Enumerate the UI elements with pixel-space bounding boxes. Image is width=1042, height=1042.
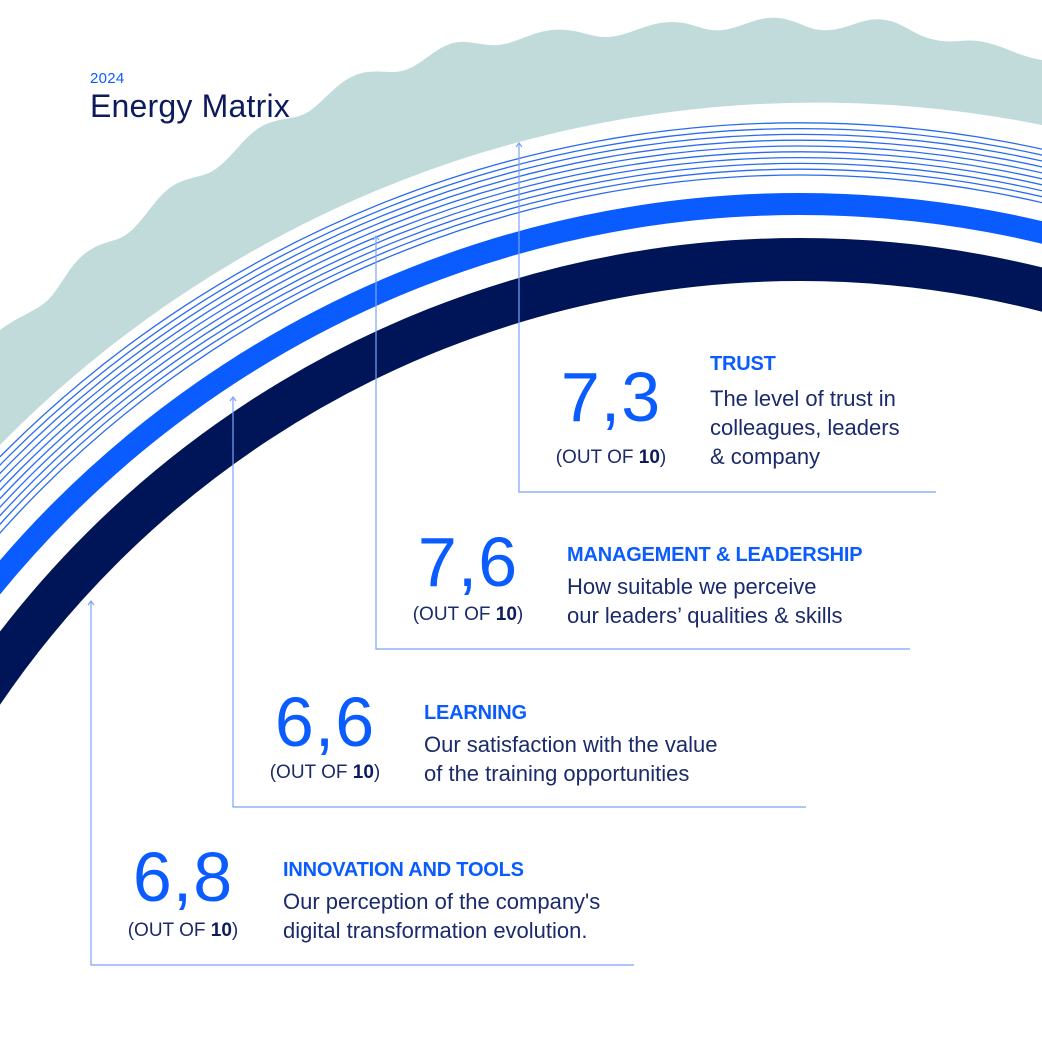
teal-wave-band — [0, 17, 1042, 445]
metric-description: Our perception of the company's digital … — [283, 889, 601, 943]
metric-description: How suitable we perceive our leaders’ qu… — [567, 574, 843, 628]
arrow-up-icon — [372, 235, 380, 241]
connector-learning — [232, 398, 806, 808]
thin-arc-lines — [0, 122, 1042, 535]
metric-out-of: (OUT OF 10) — [269, 762, 381, 783]
arrow-up-icon — [515, 142, 523, 148]
header: 2024 Energy Matrix — [90, 70, 290, 124]
metric-score: 7,3 — [560, 358, 662, 436]
arrow-up-icon — [87, 600, 95, 606]
metric-score: 6,6 — [274, 683, 376, 761]
arrowheads — [87, 142, 523, 606]
metric-out-of: (OUT OF 10) — [127, 920, 239, 941]
metric-description: The level of trust in colleagues, leader… — [710, 386, 900, 469]
metric-label: TRUST — [710, 353, 776, 375]
navy-arc-band — [0, 238, 1042, 706]
metric-score: 6,8 — [132, 838, 234, 916]
connectors — [90, 144, 936, 966]
page-title: Energy Matrix — [90, 88, 290, 124]
header-year: 2024 — [90, 70, 125, 87]
metric-out-of: (OUT OF 10) — [412, 604, 524, 625]
metric-out-of: (OUT OF 10) — [555, 447, 667, 468]
connector-management — [375, 237, 910, 650]
metric-label: LEARNING — [424, 702, 527, 724]
blue-arc-band — [0, 193, 1042, 595]
metric-label: MANAGEMENT & LEADERSHIP — [567, 544, 863, 566]
metric-description: Our satisfaction with the value of the t… — [424, 732, 718, 786]
arrow-up-icon — [229, 396, 237, 402]
connector-trust — [518, 144, 936, 493]
metric-score: 7,6 — [417, 523, 519, 601]
connector-innovation — [90, 602, 634, 966]
metric-label: INNOVATION AND TOOLS — [283, 859, 524, 881]
